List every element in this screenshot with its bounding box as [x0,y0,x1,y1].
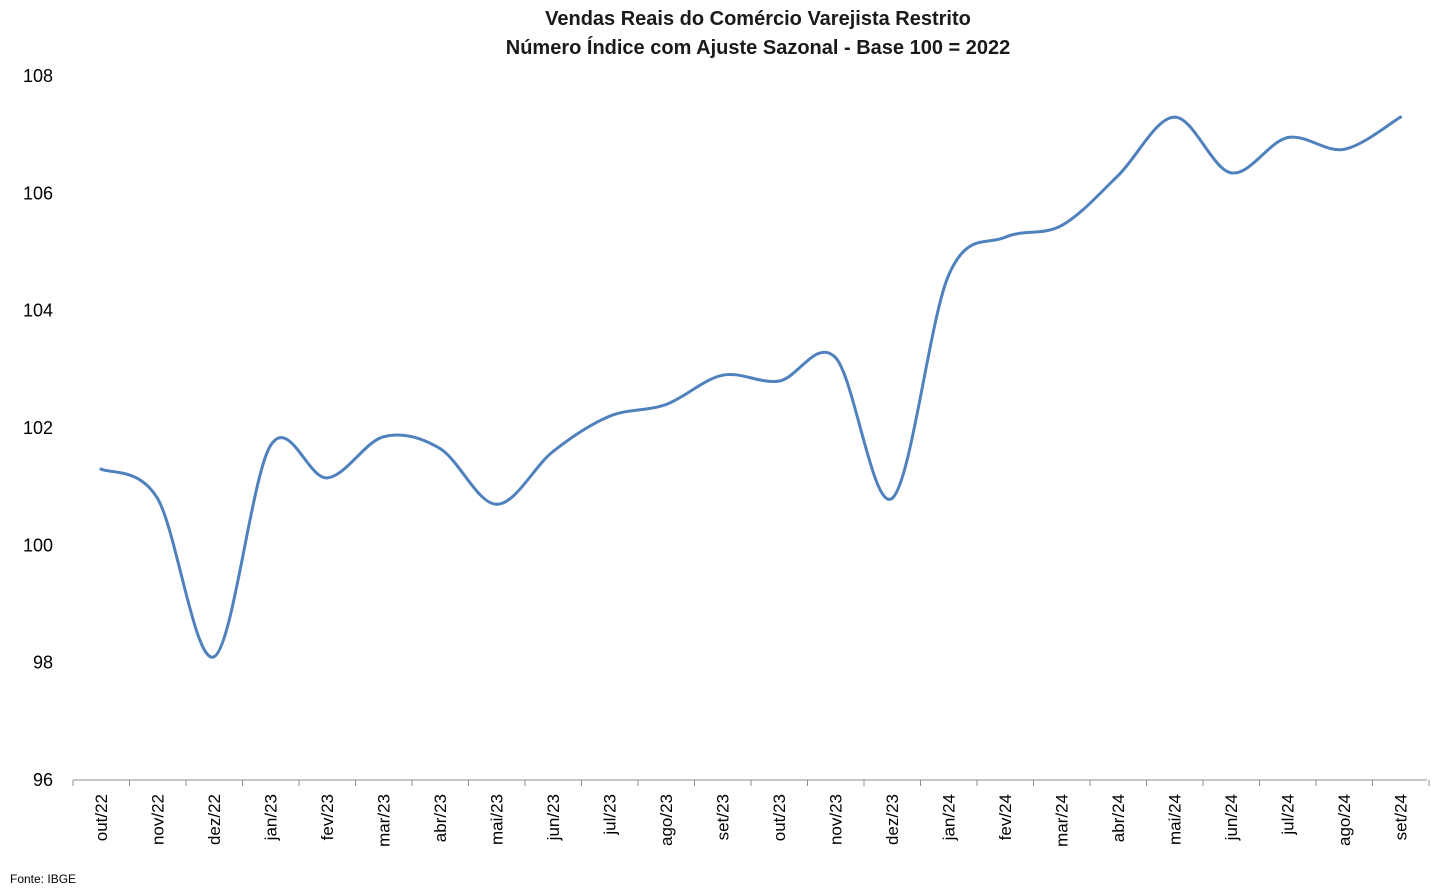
x-tick-label: set/23 [714,794,733,840]
y-tick-label: 98 [33,653,53,673]
data-point [99,467,103,471]
chart-title: Vendas Reais do Comércio Varejista Restr… [545,8,971,30]
x-tick-label: dez/22 [205,794,224,845]
x-tick-label: ago/24 [1335,794,1354,846]
x-tick-label: fev/23 [318,794,337,840]
data-point [382,435,385,439]
data-point [777,379,781,383]
x-tick-label: out/23 [770,794,789,841]
y-tick-label: 102 [23,418,53,438]
data-point [156,496,159,500]
data-point [438,447,442,451]
x-tick-label: fev/24 [996,794,1015,840]
x-tick-label: mai/23 [488,794,507,845]
x-tick-label: nov/23 [827,794,846,845]
x-tick-label: jul/24 [1279,794,1298,836]
y-tick-label: 106 [23,183,53,203]
y-tick-label: 108 [23,66,53,86]
data-point [269,444,272,448]
data-point [1342,147,1346,151]
y-tick-label: 100 [23,535,53,555]
series-line [99,115,1402,659]
x-tick-label: jun/24 [1222,794,1241,841]
source-note: Fonte: IBGE [10,872,76,886]
data-point [1399,115,1402,119]
data-point [325,476,329,480]
x-tick-label: mar/24 [1053,794,1072,847]
x-axis: out/22 nov/22 dez/22 jan/23 fev/23 mar/23 abr/… [72,779,1430,847]
x-tick-label: out/22 [92,794,111,841]
data-point [1060,224,1063,228]
x-tick-label: jan/23 [262,794,281,841]
x-tick-label: mar/23 [375,794,394,847]
data-point [1003,235,1007,239]
data-point [1173,115,1176,119]
data-point [551,449,555,453]
y-tick-label: 104 [23,301,53,321]
data-point [495,502,498,506]
data-point [212,655,216,659]
x-tick-label: abr/23 [431,794,450,842]
series-layer [99,115,1402,659]
data-point [1116,174,1120,178]
x-tick-label: ago/23 [657,794,676,846]
x-tick-label: jan/24 [940,794,959,841]
x-tick-label: dez/23 [883,794,902,845]
data-point [664,403,668,407]
y-tick-label: 96 [33,770,53,790]
data-point [834,356,837,360]
x-tick-label: jul/23 [601,794,620,836]
x-tick-label: jun/23 [544,794,563,841]
y-axis: 96 98 100 102 104 106 108 [23,66,53,790]
data-point [947,273,950,277]
data-point [890,496,894,500]
chart-subtitle: Número Índice com Ajuste Sazonal - Base … [506,36,1010,59]
data-point [1286,136,1289,140]
data-point [721,373,724,377]
x-tick-label: set/24 [1392,794,1411,840]
x-tick-label: nov/22 [149,794,168,845]
data-point [1229,171,1233,175]
x-tick-label: abr/24 [1109,794,1128,842]
x-tick-label: mai/24 [1166,794,1185,845]
data-point [608,414,611,418]
